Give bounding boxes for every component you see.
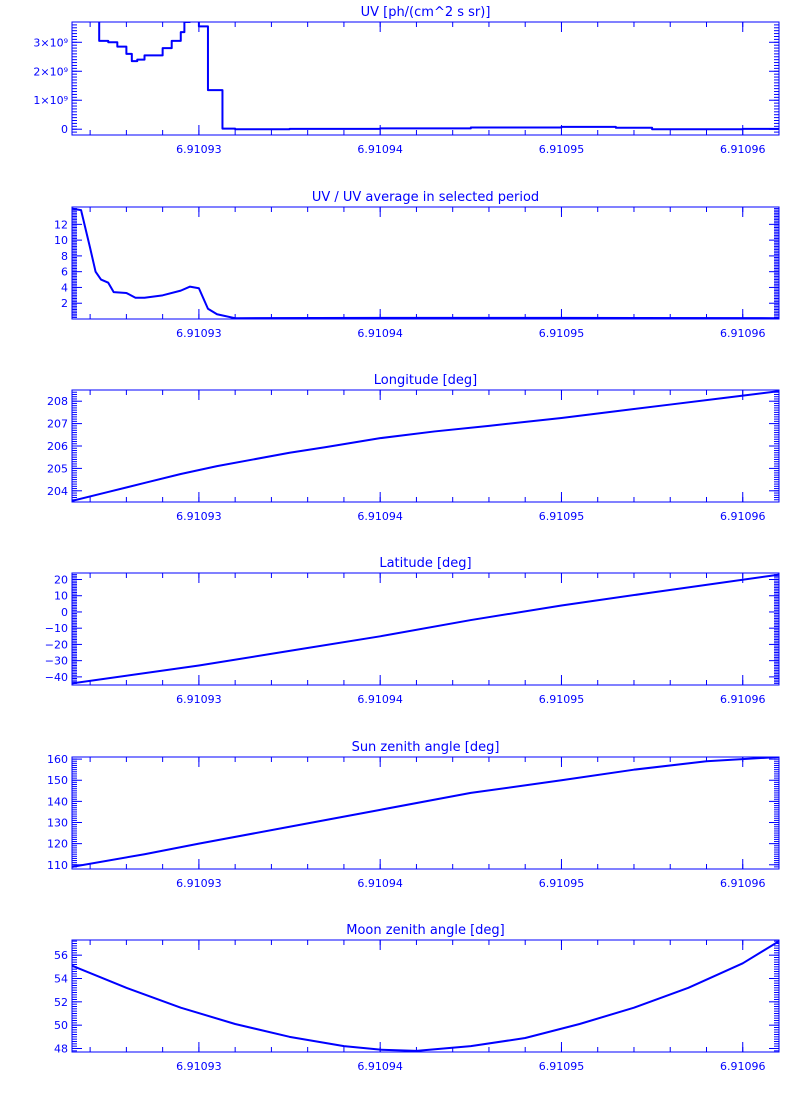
panel-6: Moon zenith angle [deg] 48 50 52 54 56 6.91093… (54, 923, 780, 1073)
x-tick-label: 6.91096 (720, 693, 766, 706)
x-tick-label: 6.91093 (176, 143, 222, 156)
x-tick-label: 6.91096 (720, 877, 766, 890)
y-tick-label: 0 (61, 123, 68, 136)
panel-title: UV [ph/(cm^2 s sr)] (361, 5, 491, 20)
plot-frame (71, 206, 780, 320)
x-tick-label: 6.91093 (176, 693, 222, 706)
y-tick-label: 140 (47, 795, 68, 808)
y-tick-label: 2×10⁹ (33, 65, 68, 78)
x-tick-label: 6.91094 (357, 877, 403, 890)
y-tick-label: 0 (61, 606, 68, 619)
x-tick-label: 6.91095 (539, 510, 585, 523)
x-tick-label: 6.91095 (539, 327, 585, 340)
y-tick-label: 10 (54, 234, 68, 247)
y-tick-label: 56 (54, 949, 68, 962)
x-tick-label: 6.91095 (539, 143, 585, 156)
x-tick-label: 6.91094 (357, 327, 403, 340)
x-tick-label: 6.91096 (720, 143, 766, 156)
x-tick-label: 6.91093 (176, 327, 222, 340)
y-tick-label: 48 (54, 1043, 68, 1056)
y-tick-label: 207 (47, 418, 68, 431)
series-line (72, 390, 779, 502)
y-tick-label: 150 (47, 774, 68, 787)
x-tick-label: 6.91096 (720, 327, 766, 340)
x-tick-label: 6.91095 (539, 1060, 585, 1073)
panel-2: UV / UV average in selected period 2 4 6 8 10… (54, 190, 780, 340)
panel-title: Longitude [deg] (374, 373, 477, 388)
x-tick-label: 6.91096 (720, 1060, 766, 1073)
panel-4: Latitude [deg] −40 −30 −20 −10 0 10 20 6.91093 6.… (45, 556, 780, 706)
y-tick-label: 8 (61, 250, 68, 263)
plot-frame (71, 21, 780, 136)
panel-3: Longitude [deg] 204 205 206 207 208 6.91093 6.9… (47, 373, 780, 523)
y-tick-label: 52 (54, 996, 68, 1009)
y-tick-label: 10 (54, 590, 68, 603)
x-tick-label: 6.91094 (357, 1060, 403, 1073)
y-tick-label: 160 (47, 753, 68, 766)
y-tick-label: −20 (45, 638, 68, 651)
y-tick-label: 4 (61, 281, 68, 294)
y-tick-label: 50 (54, 1019, 68, 1032)
y-tick-label: 206 (47, 440, 68, 453)
plot-frame (71, 939, 780, 1053)
series-line (72, 207, 779, 319)
x-tick-label: 6.91093 (176, 1060, 222, 1073)
x-tick-label: 6.91095 (539, 877, 585, 890)
y-tick-label: 1×10⁹ (33, 94, 68, 107)
plot-frame (71, 389, 780, 503)
y-tick-label: 12 (54, 218, 68, 231)
y-tick-label: 2 (61, 297, 68, 310)
panel-title: Sun zenith angle [deg] (352, 740, 500, 755)
y-tick-label: 3×10⁹ (33, 36, 68, 49)
x-tick-label: 6.91095 (539, 693, 585, 706)
plot-frame (71, 756, 780, 870)
x-tick-label: 6.91094 (357, 510, 403, 523)
y-tick-label: −10 (45, 622, 68, 635)
x-tick-label: 6.91093 (176, 510, 222, 523)
series-line (72, 757, 779, 868)
y-tick-label: 130 (47, 817, 68, 830)
series-line (72, 573, 779, 685)
y-tick-label: 205 (47, 462, 68, 475)
y-tick-label: 208 (47, 395, 68, 408)
panel-1: UV [ph/(cm^2 s sr)] 0 1×10⁹ 2×10⁹ 3×10⁹ 6.910… (33, 5, 780, 156)
x-tick-label: 6.91094 (357, 693, 403, 706)
panel-5: Sun zenith angle [deg] 110 120 130 140 150 160… (47, 740, 780, 890)
x-tick-label: 6.91096 (720, 510, 766, 523)
panel-title: Latitude [deg] (379, 556, 471, 571)
y-tick-label: 20 (54, 573, 68, 586)
y-tick-label: 6 (61, 266, 68, 279)
y-tick-label: −30 (45, 655, 68, 668)
y-tick-label: 110 (47, 859, 68, 872)
x-tick-label: 6.91094 (357, 143, 403, 156)
y-tick-label: 204 (47, 485, 68, 498)
y-tick-label: 54 (54, 973, 68, 986)
series-line (98, 22, 779, 131)
y-tick-label: −40 (45, 671, 68, 684)
plot-frame (71, 572, 780, 686)
y-tick-label: 120 (47, 838, 68, 851)
series-line (72, 940, 779, 1052)
panel-title: Moon zenith angle [deg] (346, 923, 504, 938)
x-tick-label: 6.91093 (176, 877, 222, 890)
panel-title: UV / UV average in selected period (312, 190, 539, 205)
